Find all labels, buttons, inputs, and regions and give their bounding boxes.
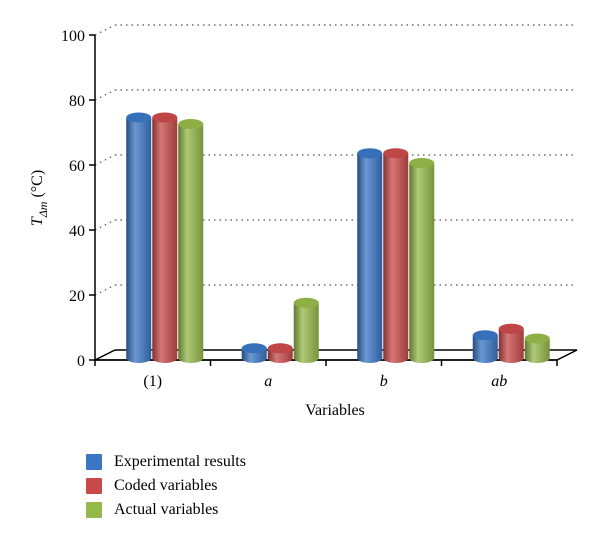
bar-body [152,117,178,363]
legend-label: Experimental results [114,453,246,470]
x-axis-title: Variables [305,402,365,419]
gridline-side [94,24,116,36]
bar-body [126,117,152,363]
bar-top [357,148,383,159]
legend-item: Coded variables [86,474,246,498]
legend-swatch [86,478,102,494]
y-tick-label: 0 [77,353,85,370]
bar-body [409,163,435,363]
bar-top [178,119,204,129]
bar [383,148,409,363]
legend-item: Actual variables [86,498,246,522]
y-tick-label: 40 [69,223,85,240]
axes: 0 20 40 60 80 100 [61,28,558,370]
bars [126,112,550,363]
bar-body [524,338,550,363]
bar [409,158,435,363]
bar [267,343,293,363]
legend: Experimental results Coded variables Actua… [86,450,246,522]
bar-body [357,153,383,363]
legend-label: Coded variables [114,477,218,494]
y-tick-label: 80 [69,93,85,110]
x-tick-label: ab [491,373,507,390]
y-tick-label: 60 [69,158,85,175]
bar-body [498,328,524,363]
legend-swatch [86,502,102,518]
bar [357,148,383,363]
bar [178,119,204,363]
gridline-side [94,284,116,296]
bar [152,112,178,363]
bar-top [267,343,293,354]
y-axis-title-sub: Δm [36,201,50,218]
y-axis-title-main: T [29,216,46,226]
bar-top [472,330,498,341]
y-axis-title: TΔm (°C) [29,170,50,226]
legend-label: Actual variables [114,501,219,518]
bar [241,343,267,363]
legend-item: Experimental results [86,450,246,474]
bar [293,297,319,363]
bar [126,112,152,363]
bar-body [293,302,319,363]
y-axis-title-unit: (°C) [29,170,46,202]
bar-top [524,333,550,344]
x-tick-label: b [380,373,388,390]
legend-swatch [86,454,102,470]
bar [472,330,498,363]
bar-body [178,124,204,363]
x-tick-label: a [264,373,272,390]
bar-top [152,112,178,123]
bar-body [472,335,498,363]
bar-top [498,323,524,334]
bar-top [293,297,319,308]
bar [524,333,550,363]
gridline-side [94,154,116,166]
gridlines [94,24,577,296]
x-tick-label: (1) [143,373,162,390]
bar-top [241,343,267,354]
bar-body [383,153,409,363]
y-tick-label: 20 [69,288,85,305]
bar [498,323,524,363]
bar-top [126,112,152,123]
bar-top [383,148,409,159]
bar-top [409,158,435,168]
gridline-side [94,89,116,101]
y-tick-label: 100 [61,28,85,45]
gridline-side [94,219,116,231]
